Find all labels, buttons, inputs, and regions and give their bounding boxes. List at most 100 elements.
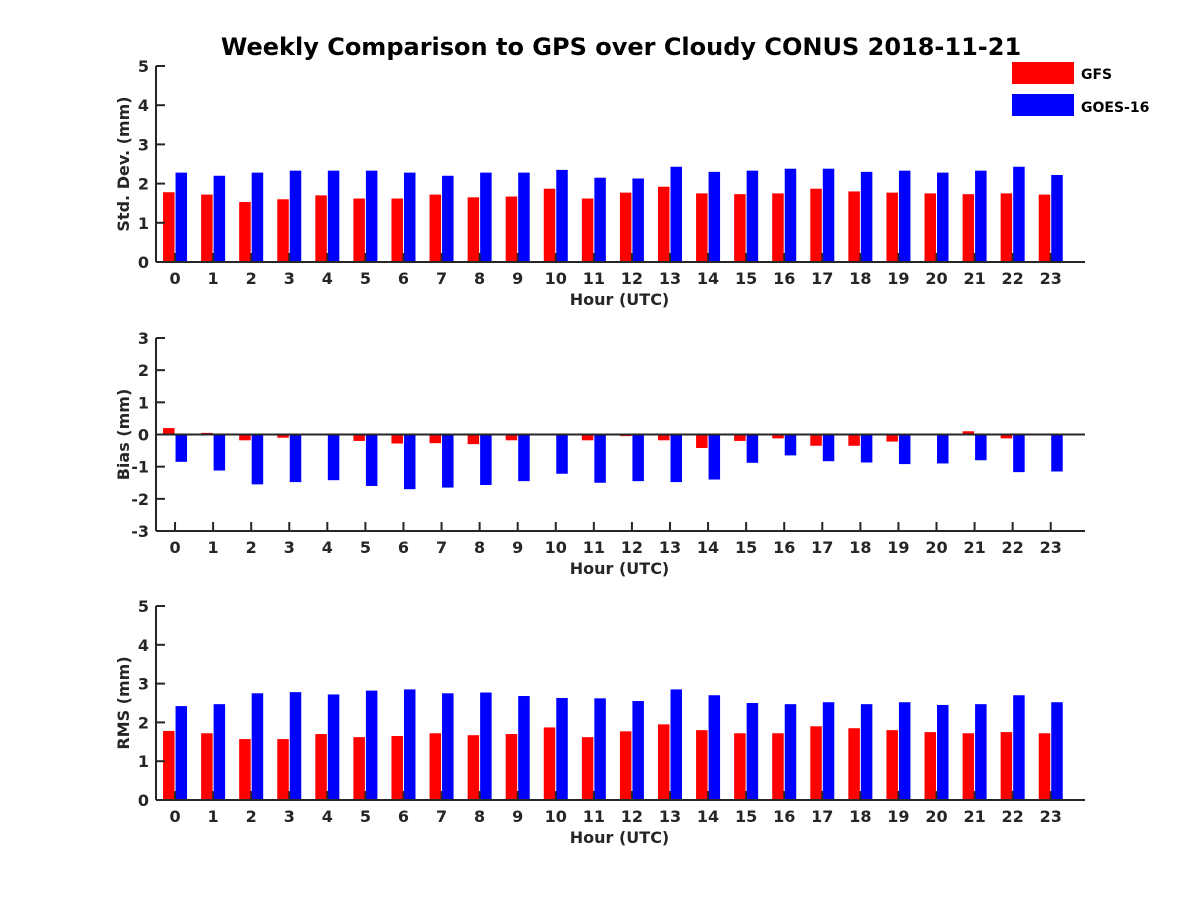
std-dev-bar-gfs-21	[962, 194, 975, 262]
rms-bar-gfs-16	[772, 733, 784, 800]
rms-x-tick-label: 5	[360, 807, 371, 826]
std-dev-bar-goes16-3	[289, 170, 302, 262]
std-dev-y-axis-label: Std. Dev. (mm)	[114, 96, 133, 231]
rms-bar-gfs-0	[163, 730, 175, 800]
std-dev-bar-goes16-22	[1013, 166, 1025, 262]
rms-bar-goes16-0	[175, 706, 188, 800]
rms-y-tick-label: 0	[138, 791, 149, 810]
rms-bar-goes16-19	[898, 702, 911, 800]
rms-bar-goes16-9	[518, 696, 530, 800]
std-dev-bar-gfs-13	[658, 186, 670, 262]
bias-x-tick-label: 11	[583, 538, 605, 557]
bias-y-tick-label: 2	[138, 361, 149, 380]
rms-x-tick-label: 4	[322, 807, 333, 826]
bias-bar-gfs-5	[353, 434, 365, 441]
rms-x-tick-label: 19	[887, 807, 909, 826]
bias-bar-gfs-7	[429, 434, 442, 444]
bias-bar-goes16-23	[1051, 434, 1063, 472]
std-dev-x-tick-label: 11	[583, 269, 605, 288]
rms-bar-gfs-23	[1038, 733, 1051, 800]
std-dev-x-tick-label: 10	[545, 269, 567, 288]
std-dev-bar-goes16-18	[860, 171, 873, 262]
rms-x-tick-label: 16	[773, 807, 795, 826]
bias-x-tick-label: 5	[360, 538, 371, 557]
rms-y-tick-label: 5	[138, 597, 149, 616]
rms-bar-goes16-2	[251, 693, 264, 800]
rms-bar-goes16-10	[556, 697, 568, 800]
rms-y-axis-label: RMS (mm)	[114, 656, 133, 749]
rms-bar-gfs-10	[543, 727, 556, 800]
std-dev-bar-gfs-9	[505, 196, 518, 262]
rms-bar-gfs-15	[734, 733, 746, 800]
std-dev-bar-goes16-17	[822, 168, 835, 262]
bias-bar-gfs-16	[772, 434, 784, 439]
legend: GFS GOES-16	[1012, 62, 1149, 116]
bias-bar-gfs-11	[581, 434, 594, 441]
bias-y-tick-label: 0	[138, 426, 149, 445]
rms-bar-gfs-17	[810, 726, 822, 800]
std-dev-x-tick-label: 6	[398, 269, 409, 288]
rms-bar-goes16-8	[480, 692, 492, 800]
bias-bar-gfs-3	[277, 434, 289, 438]
bias-x-tick-label: 23	[1040, 538, 1062, 557]
bias-bar-goes16-22	[1013, 434, 1025, 473]
bias-bar-goes16-16	[784, 434, 797, 456]
bias-bar-goes16-20	[937, 434, 949, 464]
std-dev-x-tick-label: 7	[436, 269, 447, 288]
rms-x-tick-label: 7	[436, 807, 447, 826]
bias-bar-goes16-18	[860, 434, 873, 463]
std-dev-bar-goes16-2	[251, 172, 264, 262]
rms-x-tick-label: 22	[1002, 807, 1024, 826]
bias-y-tick-label: 3	[138, 329, 149, 348]
bias-bar-goes16-6	[403, 434, 416, 490]
std-dev-bar-gfs-19	[886, 192, 898, 262]
std-dev-y-tick-label: 1	[138, 214, 149, 233]
rms-bar-gfs-9	[505, 734, 518, 800]
rms-bar-gfs-8	[467, 735, 480, 800]
std-dev-bar-gfs-5	[353, 198, 365, 262]
std-dev-bar-goes16-15	[746, 170, 759, 262]
std-dev-bar-goes16-20	[937, 172, 949, 262]
std-dev-x-tick-label: 9	[512, 269, 523, 288]
std-dev-x-tick-label: 8	[474, 269, 485, 288]
rms-x-tick-label: 0	[169, 807, 180, 826]
std-dev-y-tick-label: 0	[138, 253, 149, 272]
std-dev-x-tick-label: 13	[659, 269, 681, 288]
legend-swatch-goes16	[1012, 94, 1074, 116]
rms-x-tick-label: 20	[925, 807, 947, 826]
rms-bar-gfs-14	[696, 730, 708, 800]
bias-x-tick-label: 20	[925, 538, 947, 557]
rms-x-tick-label: 18	[849, 807, 871, 826]
std-dev-bar-gfs-15	[734, 194, 746, 262]
rms-x-tick-label: 8	[474, 807, 485, 826]
std-dev-bar-goes16-13	[670, 166, 682, 262]
std-dev-x-tick-label: 21	[963, 269, 985, 288]
std-dev-bar-gfs-22	[1000, 193, 1013, 262]
std-dev-bar-gfs-4	[315, 195, 327, 262]
rms-bar-goes16-12	[632, 701, 644, 800]
rms-x-tick-label: 9	[512, 807, 523, 826]
std-dev-x-tick-label: 14	[697, 269, 719, 288]
std-dev-x-tick-label: 23	[1040, 269, 1062, 288]
rms-x-tick-label: 23	[1040, 807, 1062, 826]
rms-bar-goes16-21	[975, 704, 987, 800]
rms-x-tick-label: 12	[621, 807, 643, 826]
rms-bar-goes16-18	[860, 704, 873, 800]
rms-x-tick-label: 6	[398, 807, 409, 826]
legend-swatch-gfs	[1012, 62, 1074, 84]
rms-bar-gfs-13	[658, 724, 670, 800]
rms-x-tick-label: 3	[284, 807, 295, 826]
std-dev-x-tick-label: 1	[208, 269, 219, 288]
rms-bar-goes16-13	[670, 689, 682, 800]
bias-bar-gfs-19	[886, 434, 898, 442]
rms-y-tick-label: 3	[138, 675, 149, 694]
rms-y-tick-label: 2	[138, 713, 149, 732]
rms-bar-goes16-17	[822, 702, 835, 800]
bias-bar-goes16-4	[327, 434, 340, 481]
std-dev-x-tick-label: 3	[284, 269, 295, 288]
rms-bar-goes16-1	[213, 704, 226, 800]
rms-bar-gfs-21	[962, 733, 975, 800]
rms-bar-goes16-16	[784, 704, 797, 800]
